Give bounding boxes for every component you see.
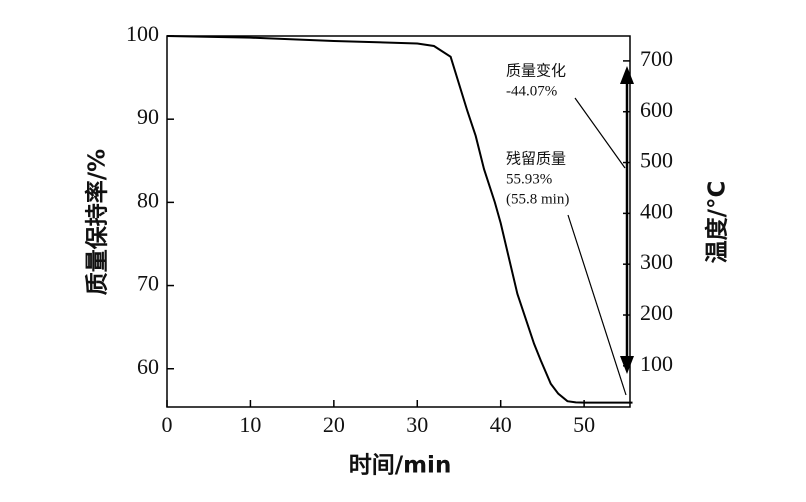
y2-tick-label: 500 <box>640 148 673 173</box>
plot-frame <box>166 35 631 408</box>
annotation: (55.8 min) <box>506 191 569 207</box>
x-tick-label: 40 <box>490 412 512 437</box>
y-tick-label: 60 <box>137 354 159 379</box>
y2-axis-label: 温度/°C <box>704 181 731 264</box>
x-tick-label: 10 <box>239 412 261 437</box>
leader-line <box>567 214 627 396</box>
y2-tick-label: 300 <box>640 249 673 274</box>
y-tick-label: 80 <box>137 187 159 212</box>
y2-tick-label: 700 <box>640 46 673 71</box>
y2-tick-label: 600 <box>640 97 673 122</box>
y-tick-label: 100 <box>126 21 159 46</box>
annotation: -44.07% <box>506 83 557 99</box>
annotation: 质量变化 <box>506 62 566 79</box>
x-axis-label: 时间/min <box>349 453 452 479</box>
y-axis-label: 质量保持率/% <box>84 149 111 295</box>
y-tick-label: 70 <box>137 271 159 296</box>
y2-tick-label: 200 <box>640 300 673 325</box>
y2-tick-label: 100 <box>640 351 673 376</box>
x-tick-label: 30 <box>406 412 428 437</box>
leader-line <box>574 97 626 169</box>
x-tick-label: 0 <box>162 412 173 437</box>
x-tick-label: 50 <box>573 412 595 437</box>
y-tick-label: 90 <box>137 104 159 129</box>
x-tick-label: 20 <box>323 412 345 437</box>
data-line <box>166 35 633 404</box>
annotation: 残留质量 <box>506 150 566 167</box>
y2-tick-label: 400 <box>640 198 673 223</box>
annotation: 55.93% <box>506 171 552 187</box>
